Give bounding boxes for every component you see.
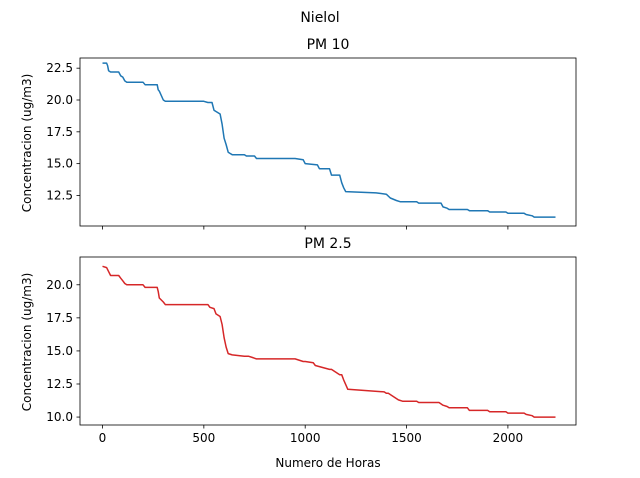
pm25-series-line-0 <box>102 265 556 418</box>
pm25-y-ticks: 10.0 12.5 15.0 17.5 20.0 <box>46 278 80 424</box>
pm25-x-tick-label: 2000 <box>493 431 524 445</box>
pm10-x-ticks <box>102 226 509 230</box>
pm25-axes-frame <box>79 256 577 426</box>
pm10-y-ticks: 12.5 15.0 17.5 20.0 22.5 <box>46 61 80 202</box>
pm25-y-tick-label: 20.0 <box>46 278 73 292</box>
pm10-series <box>102 62 556 218</box>
pm25-y-tick-label: 15.0 <box>46 344 73 358</box>
pm25-x-tick-label: 500 <box>192 431 215 445</box>
pm25-y-tick-label: 12.5 <box>46 377 73 391</box>
pm25-x-tick-label: 1000 <box>290 431 321 445</box>
pm10-axes-frame <box>79 57 577 227</box>
pm25-y-tick-label: 10.0 <box>46 410 73 424</box>
pm25-x-tick-label: 1500 <box>391 431 422 445</box>
pm10-y-tick-label: 17.5 <box>46 125 73 139</box>
pm10-y-tick-label: 15.0 <box>46 157 73 171</box>
pm10-title: PM 10 <box>307 37 350 53</box>
pm10-panel: PM 10 12.5 15.0 17.5 20.0 22.5 Concentracion… <box>20 37 577 230</box>
pm10-y-axis-label: Concentracion (ug/m3) <box>20 74 34 213</box>
pm25-x-tick-label: 0 <box>99 431 107 445</box>
figure-suptitle: Nielol <box>300 10 339 26</box>
pm10-y-tick-label: 20.0 <box>46 93 73 107</box>
pm25-y-tick-label: 17.5 <box>46 311 73 325</box>
pm25-series <box>102 265 556 418</box>
pm25-x-axis-label: Numero de Horas <box>275 456 380 470</box>
pm25-title: PM 2.5 <box>304 236 351 252</box>
pm10-series-line-0 <box>102 62 556 218</box>
pm25-x-ticks: 0 500 1000 1500 2000 <box>99 425 523 445</box>
pm10-y-tick-label: 22.5 <box>46 61 73 75</box>
pm25-y-axis-label: Concentracion (ug/m3) <box>20 273 34 412</box>
pm10-y-tick-label: 12.5 <box>46 188 73 202</box>
pm25-panel: PM 2.5 0 500 1000 1500 2000 10.0 12.5 15.0 17.5… <box>20 236 577 470</box>
